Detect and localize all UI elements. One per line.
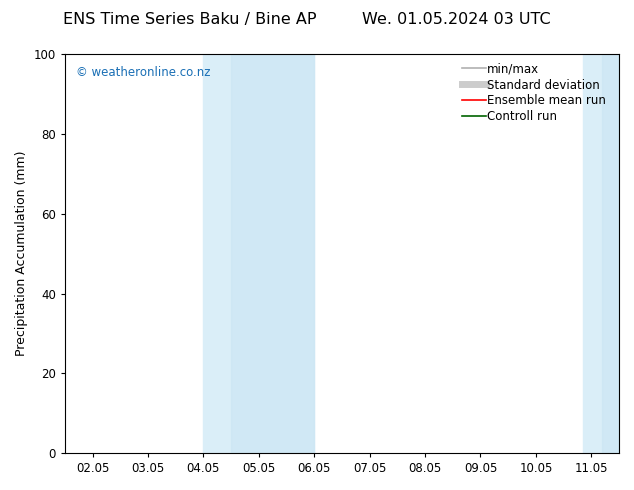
Y-axis label: Precipitation Accumulation (mm): Precipitation Accumulation (mm) — [15, 151, 28, 356]
Bar — [602, 54, 619, 453]
Text: We. 01.05.2024 03 UTC: We. 01.05.2024 03 UTC — [362, 12, 551, 27]
Text: © weatheronline.co.nz: © weatheronline.co.nz — [76, 66, 210, 79]
Bar — [583, 54, 619, 453]
Legend: min/max, Standard deviation, Ensemble mean run, Controll run: min/max, Standard deviation, Ensemble me… — [459, 59, 614, 127]
Bar — [204, 54, 314, 453]
Bar — [231, 54, 314, 453]
Text: ENS Time Series Baku / Bine AP: ENS Time Series Baku / Bine AP — [63, 12, 317, 27]
